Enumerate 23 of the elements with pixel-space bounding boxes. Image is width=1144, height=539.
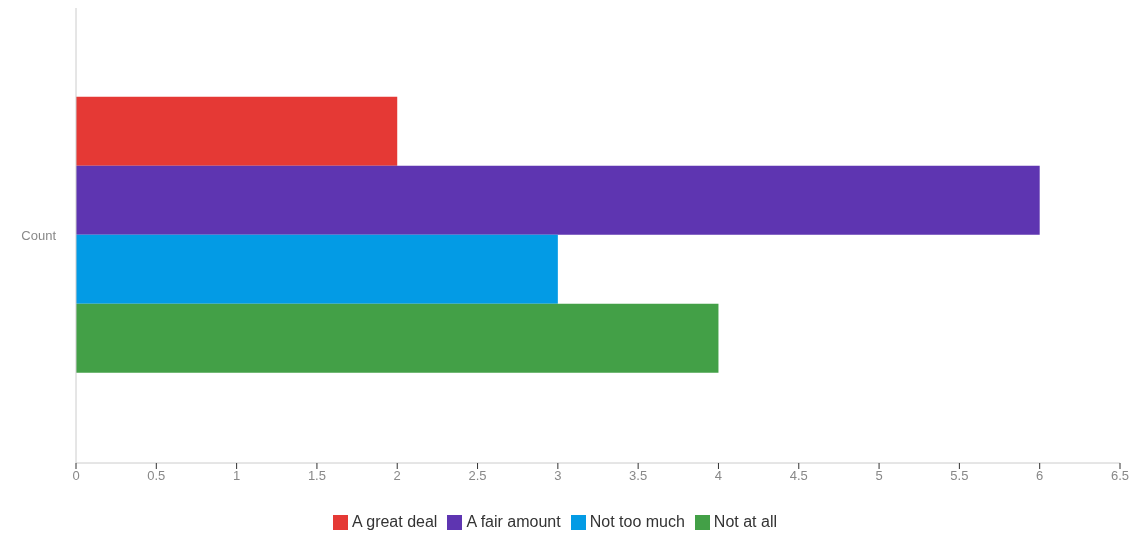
legend-label: A fair amount [466,513,561,530]
y-tick-label: Count [21,228,57,244]
x-tick-label: 0.5 [147,468,166,484]
bar [76,165,1040,235]
bar [76,303,719,373]
legend-label: Not too much [589,513,685,530]
legend-label: A great deal [352,513,438,530]
x-tick-label: 3.5 [629,468,648,484]
x-tick-label: 1 [233,468,241,484]
x-tick-label: 3 [554,468,562,484]
x-tick-label: 2.5 [468,468,487,484]
x-tick-label: 5 [875,468,883,484]
x-tick-label: 5.5 [950,468,969,484]
x-tick-label: 6 [1036,468,1044,484]
x-tick-label: 1.5 [307,468,326,484]
legend-label: Not at all [713,513,777,530]
x-tick-label: 4 [714,468,723,484]
bar [76,96,398,166]
x-tick-label: 4.5 [789,468,808,484]
bar [76,234,558,304]
x-tick-label: 2 [393,468,401,484]
x-tick-label: 0 [72,468,80,484]
x-tick-label: 6.5 [1110,468,1130,484]
